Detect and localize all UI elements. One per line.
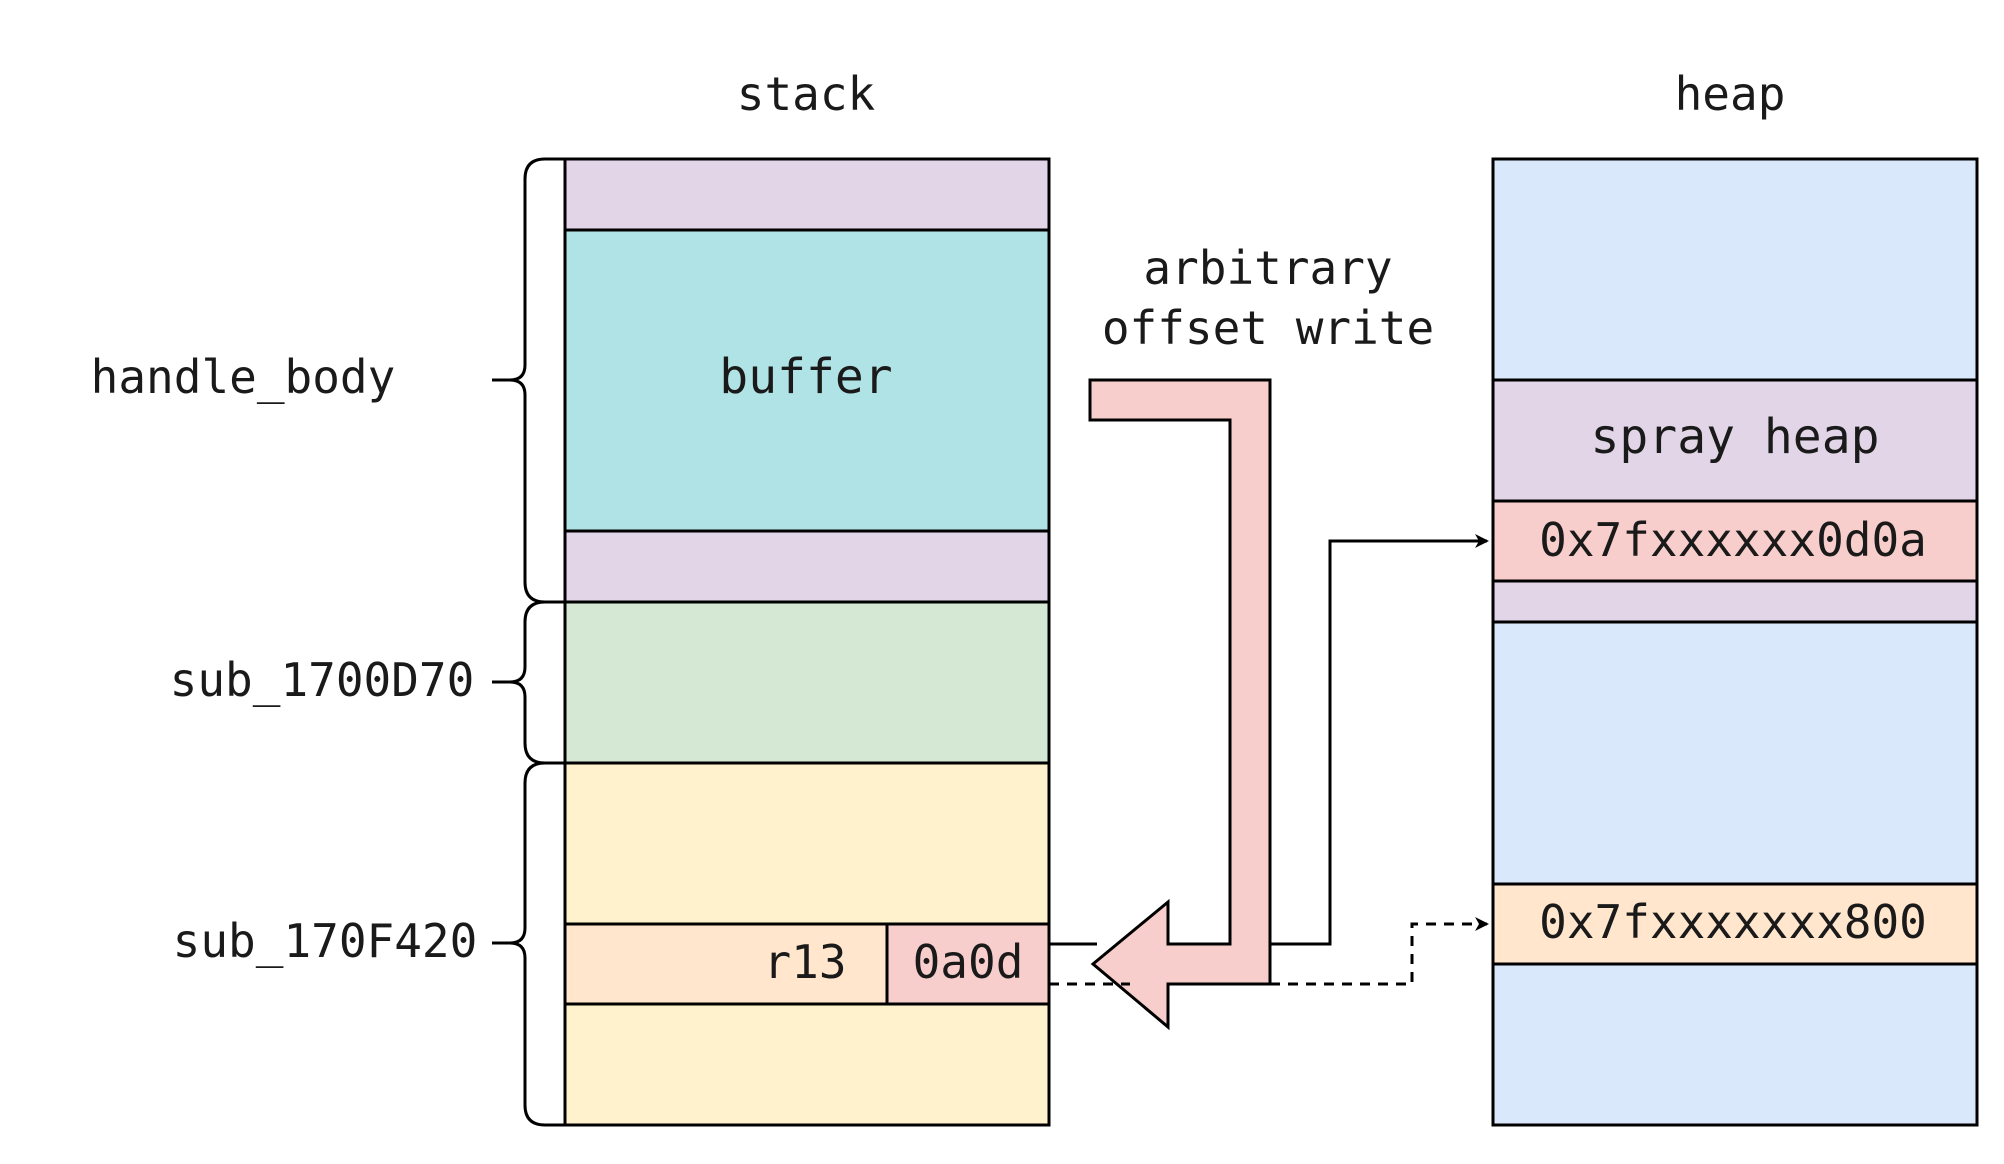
write-annotation-line1: arbitrary xyxy=(1143,241,1392,295)
r13-label: r13 xyxy=(763,935,846,989)
original-address: 0x7fxxxxxxx800 xyxy=(1539,895,1927,949)
arbitrary-write-arrow xyxy=(1088,378,1272,1031)
stack-column xyxy=(563,157,1051,1127)
brace-sub-170f420 xyxy=(492,761,565,1127)
buffer-label: buffer xyxy=(719,349,892,405)
brace-sub-1700d70 xyxy=(492,600,565,765)
stack-frame-sub-170f420-upper xyxy=(563,761,1051,926)
stack-buffer xyxy=(563,228,1051,533)
heap-region-bottom xyxy=(1491,962,1979,1127)
frame-label-sub-170f420: sub_170F420 xyxy=(173,914,478,968)
frame-label-handle-body: handle_body xyxy=(91,350,396,404)
r13-new-pointer-arrow xyxy=(1270,534,1489,946)
heap-sprayed-chunk xyxy=(1491,499,1979,583)
r13-value: 0a0d xyxy=(913,935,1024,989)
frame-braces xyxy=(492,157,565,1127)
heap-column xyxy=(1491,157,1979,1127)
brace-handle-body xyxy=(492,157,565,604)
write-annotation-line2: offset write xyxy=(1102,301,1434,355)
stack-frame-sub-170f420-lower xyxy=(563,1002,1051,1127)
heap-region-top xyxy=(1491,157,1979,382)
sprayed-address: 0x7fxxxxxx0d0a xyxy=(1539,513,1927,567)
heap-original-chunk xyxy=(1491,882,1979,966)
spray-heap-label: spray heap xyxy=(1591,409,1880,465)
heap-title: heap xyxy=(1675,67,1786,121)
stack-title: stack xyxy=(737,67,875,121)
stack-frame-sub-1700d70 xyxy=(563,600,1051,765)
heap-spray-region-tail xyxy=(1491,579,1979,624)
stack-slot-handle-body-bottom xyxy=(563,529,1051,604)
frame-label-sub-1700d70: sub_1700D70 xyxy=(170,653,475,707)
heap-region-middle xyxy=(1491,620,1979,886)
r13-original-pointer-arrow xyxy=(1270,917,1489,986)
stack-r13-slot xyxy=(563,922,889,1006)
stack-slot-top xyxy=(563,157,1051,232)
